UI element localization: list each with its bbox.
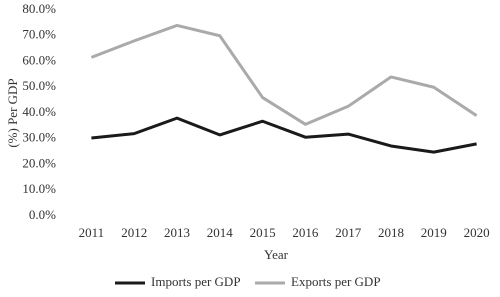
y-tick-label: 70.0% <box>22 27 56 42</box>
x-axis-label: Year <box>264 247 289 262</box>
x-tick-label: 2011 <box>79 225 105 240</box>
y-axis-label: (%) Per GDP <box>5 78 20 147</box>
y-tick-label: 0.0% <box>29 207 56 222</box>
x-tick-label: 2014 <box>207 225 234 240</box>
y-tick-label: 10.0% <box>22 181 56 196</box>
y-tick-label: 80.0% <box>22 1 56 16</box>
x-tick-label: 2015 <box>250 225 276 240</box>
x-tick-label: 2017 <box>335 225 362 240</box>
legend-label: Exports per GDP <box>291 274 381 289</box>
data-line <box>90 23 478 126</box>
y-tick-label: 30.0% <box>22 130 56 145</box>
x-tick-label: 2019 <box>421 225 447 240</box>
y-tick-label: 20.0% <box>22 155 56 170</box>
x-tick-label: 2020 <box>464 225 490 240</box>
x-tick-label: 2013 <box>164 225 190 240</box>
x-tick-label: 2012 <box>121 225 147 240</box>
x-tick-label: 2018 <box>378 225 404 240</box>
legend-label: Imports per GDP <box>151 274 241 289</box>
y-tick-label: 50.0% <box>22 78 56 93</box>
y-tick-label: 60.0% <box>22 52 56 67</box>
y-tick-label: 40.0% <box>22 104 56 119</box>
data-line <box>91 116 477 154</box>
x-tick-label: 2016 <box>292 225 319 240</box>
